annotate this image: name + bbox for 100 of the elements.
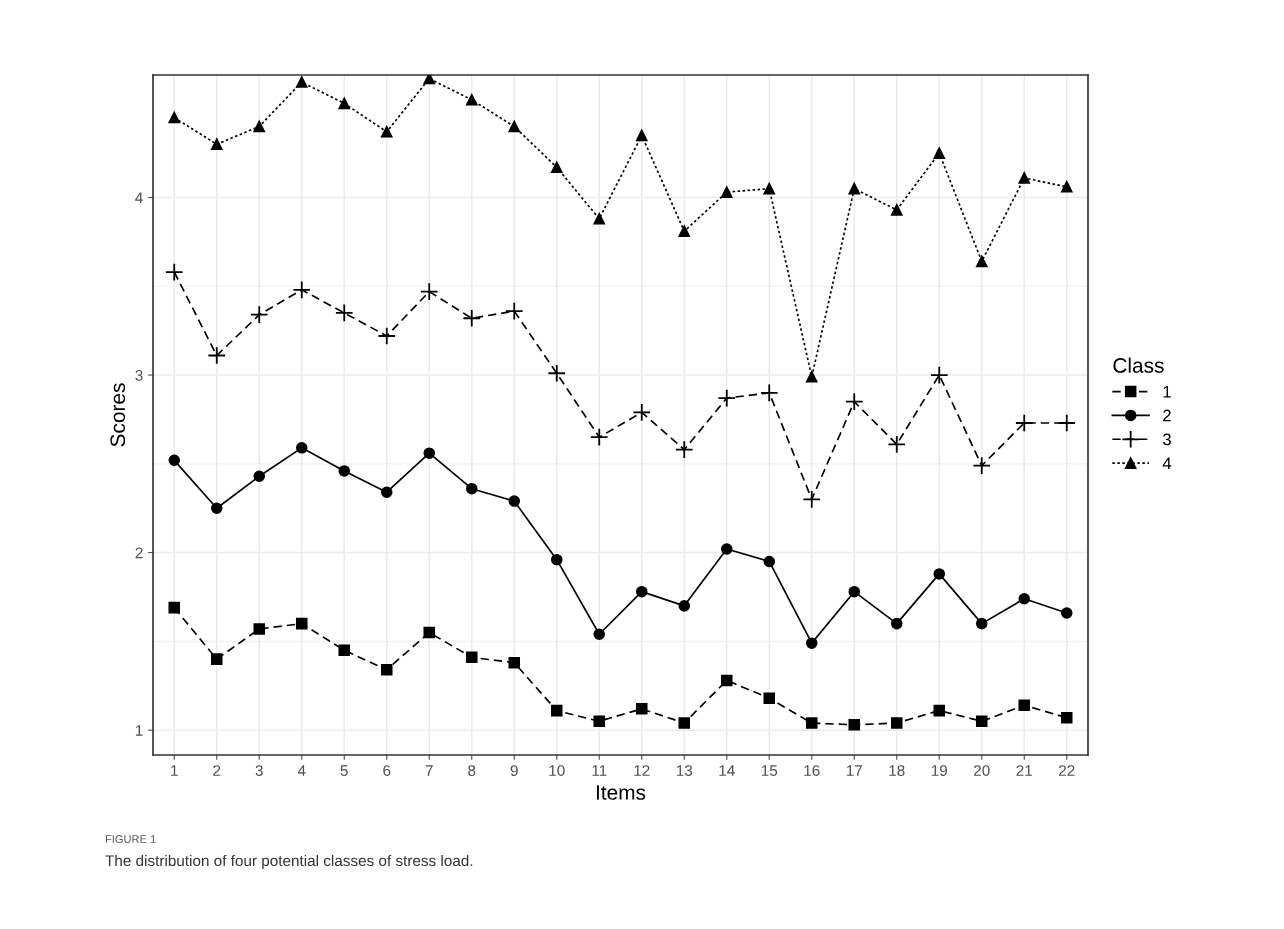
x-tick-label: 17 xyxy=(846,765,862,776)
point xyxy=(933,147,946,159)
point xyxy=(805,371,818,383)
point xyxy=(210,653,223,665)
point xyxy=(295,76,308,88)
point xyxy=(550,553,563,566)
legend-label: 1 xyxy=(1163,385,1171,398)
x-tick-label: 2 xyxy=(213,765,221,776)
point xyxy=(338,465,351,477)
point xyxy=(380,486,393,498)
point xyxy=(805,717,818,729)
point xyxy=(717,388,736,408)
point xyxy=(975,255,988,268)
point xyxy=(210,138,223,151)
point xyxy=(635,129,648,142)
point xyxy=(338,644,351,657)
point xyxy=(295,442,308,454)
point xyxy=(207,346,226,365)
caption: FIGURE 1 xyxy=(105,835,156,843)
point xyxy=(632,403,651,422)
point xyxy=(593,213,606,225)
point xyxy=(763,182,776,195)
point xyxy=(933,568,946,580)
point xyxy=(1015,413,1034,433)
point xyxy=(420,282,439,301)
point xyxy=(678,717,691,729)
point xyxy=(675,440,694,459)
point xyxy=(465,651,478,664)
point xyxy=(1060,607,1073,619)
point xyxy=(508,120,521,133)
y-tick-label: 2 xyxy=(135,547,143,559)
point xyxy=(465,482,478,495)
point xyxy=(295,617,308,630)
point xyxy=(802,490,821,509)
point xyxy=(890,717,903,729)
point xyxy=(933,704,946,717)
point xyxy=(845,392,864,411)
legend-title: Class xyxy=(1113,357,1164,373)
point xyxy=(423,626,436,639)
point xyxy=(678,600,691,612)
point xyxy=(720,543,733,555)
point xyxy=(805,637,818,649)
point xyxy=(168,601,181,614)
x-tick-label: 1 xyxy=(171,765,178,776)
x-axis-title: Items xyxy=(596,785,646,800)
x-tick-label: 11 xyxy=(592,765,607,776)
point xyxy=(975,715,988,728)
x-tick-label: 6 xyxy=(383,765,391,776)
point xyxy=(848,585,861,598)
point xyxy=(168,111,181,124)
point xyxy=(720,186,733,198)
point xyxy=(593,715,606,728)
point xyxy=(253,120,266,133)
point xyxy=(930,365,949,385)
x-tick-label: 13 xyxy=(676,765,693,776)
point xyxy=(890,204,903,216)
point xyxy=(377,326,396,346)
point xyxy=(972,456,991,475)
point xyxy=(380,664,393,676)
text: The distribution of four potential classes of stress load. xyxy=(105,854,473,870)
y-axis-title: Scores xyxy=(110,383,126,447)
y-tick-label: 4 xyxy=(135,192,143,204)
point xyxy=(423,447,436,459)
point xyxy=(253,623,266,635)
x-tick-label: 16 xyxy=(804,765,820,776)
x-tick-label: 4 xyxy=(297,765,306,776)
legend-label: 4 xyxy=(1162,457,1172,469)
point xyxy=(335,303,354,323)
point xyxy=(635,585,648,598)
point xyxy=(1018,592,1031,605)
x-tick-label: 3 xyxy=(255,765,263,776)
point xyxy=(462,308,481,328)
point xyxy=(210,502,223,514)
point xyxy=(975,617,988,630)
point xyxy=(848,182,861,195)
point xyxy=(1018,699,1031,712)
point xyxy=(338,97,351,110)
y-tick-label: 1 xyxy=(135,725,143,736)
point xyxy=(890,617,903,630)
x-tick-label: 22 xyxy=(1059,765,1075,776)
point xyxy=(423,75,436,85)
point xyxy=(550,161,563,174)
x-tick-label: 12 xyxy=(634,765,650,776)
x-tick-label: 10 xyxy=(549,765,565,776)
x-tick-label: 18 xyxy=(889,765,905,776)
point xyxy=(250,305,269,324)
point xyxy=(380,126,393,138)
x-tick-label: 19 xyxy=(931,765,948,776)
point xyxy=(165,262,184,282)
point xyxy=(1018,172,1031,184)
x-tick-label: 15 xyxy=(761,765,778,776)
point xyxy=(593,628,606,641)
point xyxy=(505,301,524,321)
point xyxy=(848,719,861,731)
point xyxy=(1057,413,1076,433)
y-tick-label: 3 xyxy=(135,369,143,381)
point xyxy=(253,470,266,483)
x-tick-label: 8 xyxy=(468,765,476,776)
point xyxy=(168,454,181,467)
point xyxy=(678,225,691,238)
